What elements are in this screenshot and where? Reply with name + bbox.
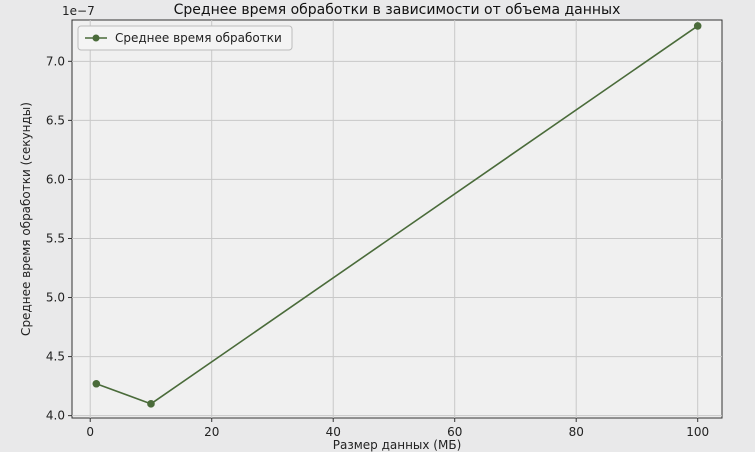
x-ticks: 0 20 40 60 80 100 <box>86 418 709 439</box>
y-ticks: 4.0 4.5 5.0 5.5 6.0 6.5 7.0 <box>46 54 72 423</box>
x-axis-label: Размер данных (МБ) <box>333 438 462 452</box>
x-tick-label: 40 <box>326 425 341 439</box>
x-tick-label: 60 <box>447 425 462 439</box>
x-tick-label: 80 <box>569 425 584 439</box>
legend: Среднее время обработки <box>77 25 293 51</box>
data-point <box>693 22 702 30</box>
y-tick-label: 7.0 <box>46 54 65 68</box>
legend-point-marker <box>92 34 100 42</box>
legend-label: Среднее время обработки <box>115 31 282 45</box>
y-tick-label: 4.0 <box>46 409 65 423</box>
y-axis-label: Среднее время обработки (секунды) <box>19 102 33 336</box>
chart-title: Среднее время обработки в зависимости от… <box>174 2 621 18</box>
y-tick-label: 6.5 <box>46 113 65 127</box>
legend-box <box>77 25 293 51</box>
y-tick-label: 4.5 <box>46 350 65 364</box>
y-tick-label: 6.0 <box>46 172 65 186</box>
x-tick-label: 100 <box>686 425 709 439</box>
series-group <box>92 22 702 408</box>
x-tick-label: 20 <box>204 425 219 439</box>
y-offset-label: 1e−7 <box>62 4 95 18</box>
y-tick-label: 5.0 <box>46 291 65 305</box>
grid-lines <box>72 20 722 418</box>
y-tick-label: 5.5 <box>46 231 65 245</box>
data-point <box>147 400 155 408</box>
data-point <box>92 379 101 388</box>
plot-frame <box>71 19 723 419</box>
x-tick-label: 0 <box>86 425 94 439</box>
